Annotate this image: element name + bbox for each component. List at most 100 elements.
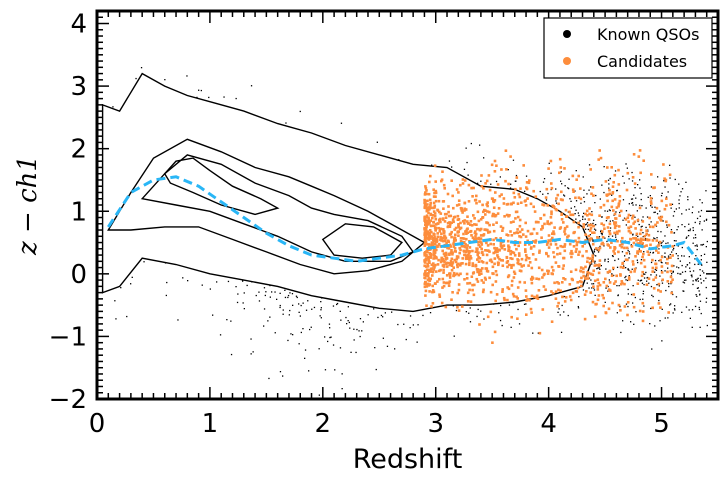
candidate-point	[652, 287, 656, 290]
known-qso-point	[619, 306, 621, 308]
candidate-point	[426, 278, 430, 282]
candidate-point	[513, 231, 516, 235]
candidate-point	[442, 268, 445, 272]
candidate-point	[487, 174, 491, 177]
candidate-point	[517, 244, 520, 248]
known-qso-point	[274, 291, 276, 293]
candidate-point	[651, 306, 654, 310]
known-qso-point	[200, 89, 202, 92]
known-qso-point	[696, 295, 698, 297]
candidate-point	[425, 214, 429, 217]
known-qso-point	[336, 303, 338, 306]
candidate-point	[646, 250, 649, 253]
candidate-point	[541, 308, 545, 311]
known-qso-point	[557, 311, 559, 313]
candidate-point	[602, 304, 605, 308]
candidate-point	[614, 224, 617, 227]
known-qso-point	[646, 280, 648, 282]
known-qso-point	[687, 199, 689, 201]
known-qso-point	[355, 351, 357, 354]
known-qso-point	[320, 307, 322, 309]
candidate-point	[495, 273, 499, 277]
candidate-point	[432, 210, 436, 213]
known-qso-point	[634, 216, 636, 218]
candidate-point	[538, 249, 541, 253]
known-qso-point	[563, 311, 565, 313]
candidate-point	[428, 290, 431, 293]
known-qso-point	[689, 317, 691, 319]
candidate-point	[457, 309, 461, 312]
candidate-point	[463, 219, 467, 222]
candidate-point	[450, 235, 453, 239]
candidate-point	[570, 277, 574, 281]
known-qso-point	[611, 235, 614, 237]
candidate-point	[458, 246, 461, 250]
candidate-point	[591, 259, 595, 263]
candidate-point	[432, 224, 436, 227]
candidate-point	[532, 189, 535, 193]
known-qso-point	[542, 193, 544, 195]
known-qso-point	[699, 199, 701, 201]
candidate-point	[627, 220, 630, 223]
candidate-point	[577, 174, 580, 178]
known-qso-point	[653, 237, 655, 239]
known-qso-point	[287, 339, 289, 342]
known-qso-point	[288, 314, 290, 316]
candidate-point	[438, 295, 442, 298]
known-qso-point	[667, 191, 669, 193]
candidate-point	[569, 252, 572, 255]
known-qso-point	[585, 223, 588, 225]
candidate-point	[446, 246, 449, 250]
candidate-point	[448, 221, 451, 224]
candidate-point	[577, 253, 580, 256]
known-qso-point	[353, 339, 355, 341]
known-qso-point	[567, 314, 569, 317]
known-qso-point	[683, 279, 686, 281]
candidate-point	[591, 254, 594, 257]
known-qso-point	[599, 198, 601, 200]
candidate-point	[476, 280, 480, 283]
known-qso-point	[582, 216, 584, 218]
candidate-point	[423, 285, 427, 289]
candidate-point	[638, 149, 642, 152]
known-qso-point	[569, 198, 571, 200]
candidate-point	[426, 262, 429, 266]
candidate-point	[463, 245, 466, 248]
known-qso-point	[681, 188, 684, 190]
candidate-point	[631, 260, 635, 263]
candidate-point	[553, 226, 556, 229]
candidate-point	[524, 221, 527, 225]
candidate-point	[424, 282, 428, 286]
candidate-point	[424, 257, 428, 261]
known-qso-point	[652, 252, 654, 254]
known-qso-point	[250, 353, 252, 355]
candidate-point	[589, 291, 592, 294]
candidate-point	[541, 224, 544, 228]
known-qso-point	[648, 223, 650, 226]
candidate-point	[617, 303, 621, 307]
candidate-point	[457, 230, 460, 233]
candidate-point	[629, 231, 632, 235]
candidate-point	[542, 203, 546, 207]
y-tick-label: 3	[70, 72, 87, 102]
candidate-point	[432, 262, 435, 265]
candidate-point	[496, 212, 500, 215]
known-qso-point	[586, 225, 589, 227]
known-qso-point	[664, 270, 666, 272]
candidate-point	[524, 199, 527, 202]
candidate-point	[534, 239, 538, 242]
candidate-point	[426, 203, 429, 206]
candidate-point	[476, 268, 480, 271]
known-qso-point	[166, 281, 168, 284]
known-qso-point	[639, 280, 641, 282]
candidate-point	[510, 202, 513, 205]
candidate-point	[592, 285, 595, 288]
known-qso-point	[397, 323, 399, 326]
known-qso-point	[642, 293, 644, 295]
known-qso-point	[664, 235, 666, 237]
known-qso-point	[589, 234, 591, 236]
candidate-point	[587, 234, 591, 238]
known-qso-point	[663, 180, 665, 182]
candidate-point	[425, 268, 429, 271]
candidate-point	[452, 206, 455, 210]
